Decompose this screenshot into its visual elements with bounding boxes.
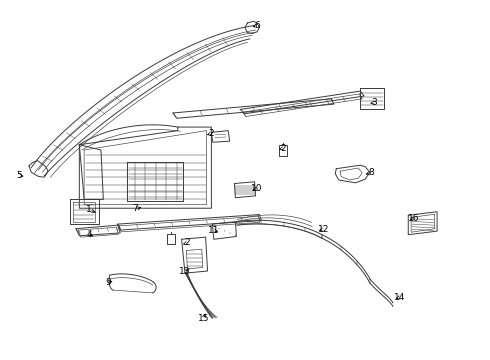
Text: 2: 2 bbox=[281, 144, 286, 153]
Text: 8: 8 bbox=[368, 168, 374, 177]
Text: 16: 16 bbox=[408, 213, 420, 222]
Text: 3: 3 bbox=[372, 98, 377, 107]
Text: 12: 12 bbox=[318, 225, 329, 234]
Text: 4: 4 bbox=[86, 230, 92, 239]
Text: 13: 13 bbox=[179, 266, 191, 275]
Text: 2: 2 bbox=[209, 129, 214, 138]
Text: 1: 1 bbox=[86, 206, 92, 215]
Text: 9: 9 bbox=[105, 278, 111, 287]
Text: 5: 5 bbox=[17, 171, 22, 180]
Text: 15: 15 bbox=[198, 314, 209, 323]
Text: 11: 11 bbox=[208, 226, 220, 235]
Text: 10: 10 bbox=[251, 184, 263, 193]
Text: 6: 6 bbox=[255, 21, 260, 30]
Text: 7: 7 bbox=[133, 204, 138, 213]
Text: 2: 2 bbox=[185, 238, 190, 247]
Text: 14: 14 bbox=[394, 293, 405, 302]
